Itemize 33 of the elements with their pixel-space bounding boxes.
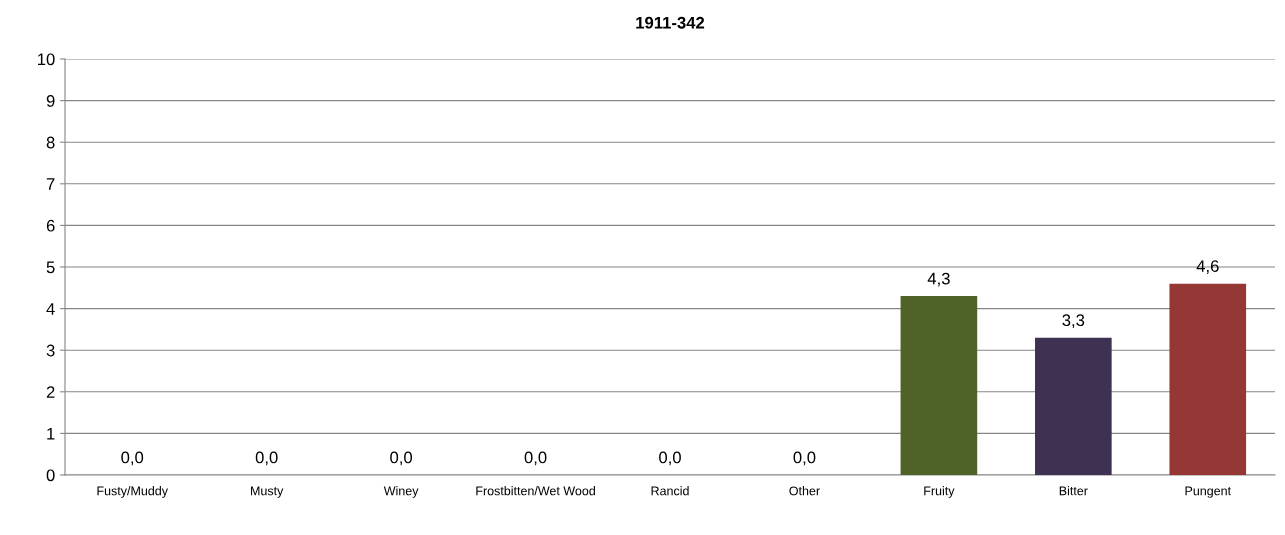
y-tick-label: 7 bbox=[46, 178, 55, 190]
y-tick-label: 9 bbox=[46, 95, 55, 107]
x-tick-label: Winey bbox=[383, 486, 419, 498]
y-tick-label: 1 bbox=[47, 427, 55, 440]
y-tick-label: 0 bbox=[46, 469, 55, 482]
x-tick-label: Frostbitten/Wet Wood bbox=[476, 486, 595, 496]
y-tick-label: 3 bbox=[46, 344, 55, 357]
y-tick-label: 5 bbox=[46, 261, 55, 274]
data-label: 0,0 bbox=[659, 451, 681, 466]
y-tick-label: 4 bbox=[46, 303, 55, 315]
y-tick-label: 8 bbox=[46, 136, 55, 149]
data-label: 3,3 bbox=[1062, 314, 1085, 329]
data-label: 4,3 bbox=[927, 272, 950, 287]
y-tick-label: 2 bbox=[46, 386, 55, 398]
bar bbox=[900, 296, 978, 475]
x-tick-label: Rancid bbox=[651, 486, 689, 496]
data-label: 0,0 bbox=[121, 451, 144, 466]
data-label: 0,0 bbox=[524, 451, 547, 466]
chart-title: 1911-342 bbox=[636, 16, 705, 29]
x-tick-label: Other bbox=[789, 486, 820, 496]
y-tick-label: 10 bbox=[38, 53, 55, 66]
x-tick-label: Bitter bbox=[1059, 486, 1088, 496]
data-label: 0,0 bbox=[793, 451, 816, 466]
data-label: 0,0 bbox=[255, 451, 278, 466]
x-tick-label: Fusty/Muddy bbox=[97, 486, 168, 498]
data-label: 4,6 bbox=[1196, 260, 1219, 274]
bar bbox=[1035, 337, 1112, 475]
bar bbox=[1169, 283, 1247, 475]
x-tick-label: Fruity bbox=[924, 486, 955, 498]
x-tick-label: Pungent bbox=[1185, 486, 1231, 498]
y-tick-label: 6 bbox=[46, 219, 55, 232]
data-label: 0,0 bbox=[390, 451, 413, 466]
x-tick-label: Musty bbox=[251, 486, 284, 498]
